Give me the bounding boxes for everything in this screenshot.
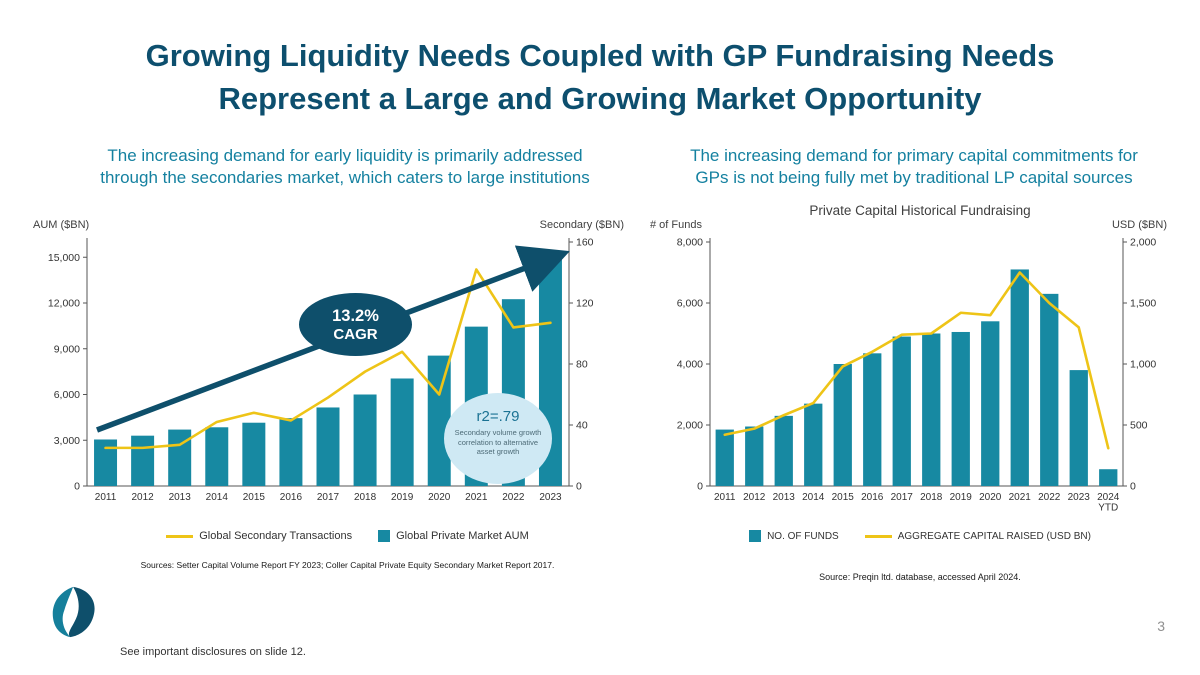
right-chart-right-axis-label: USD ($BN) xyxy=(1111,219,1167,231)
svg-text:2020: 2020 xyxy=(428,492,451,503)
svg-text:500: 500 xyxy=(1130,420,1148,432)
right-chart-legend: NO. OF FUNDS AGGREGATE CAPITAL RAISED (U… xyxy=(690,530,1150,542)
svg-text:15,000: 15,000 xyxy=(48,252,80,264)
svg-text:12,000: 12,000 xyxy=(48,298,80,310)
legend-label: Global Private Market AUM xyxy=(396,530,529,542)
line-swatch-icon xyxy=(166,534,194,538)
svg-text:6,000: 6,000 xyxy=(54,389,80,401)
svg-text:6,000: 6,000 xyxy=(677,298,703,310)
svg-text:2017: 2017 xyxy=(317,492,340,503)
legend-item-aggregate-capital: AGGREGATE CAPITAL RAISED (USD BN) xyxy=(864,530,1091,542)
cagr-annotation-bubble: 13.2% CAGR xyxy=(299,293,412,356)
fundraising-chart: 0 2,000 4,000 6,000 8,000 0 500 1,000 1,500 2,000… xyxy=(677,237,1157,514)
svg-text:2022: 2022 xyxy=(502,492,525,503)
left-subtitle-line1: The increasing demand for early liquidit… xyxy=(107,146,583,165)
svg-text:2021: 2021 xyxy=(465,492,488,503)
svg-text:2015: 2015 xyxy=(243,492,266,503)
svg-text:2013: 2013 xyxy=(773,492,796,503)
svg-text:2011: 2011 xyxy=(95,492,117,503)
svg-text:120: 120 xyxy=(576,298,594,310)
left-chart-legend: Global Secondary Transactions Global Pri… xyxy=(75,530,620,542)
svg-text:0: 0 xyxy=(1130,481,1136,493)
page-number: 3 xyxy=(1157,618,1165,634)
left-chart-right-axis-label: Secondary ($BN) xyxy=(539,219,624,231)
svg-text:2,000: 2,000 xyxy=(1130,237,1156,249)
svg-text:40: 40 xyxy=(576,420,588,432)
legend-item-secondary-transactions: Global Secondary Transactions xyxy=(166,530,352,542)
right-chart-left-axis-label: # of Funds xyxy=(650,219,702,231)
r2-note-line3: asset growth xyxy=(476,447,520,456)
r2-note-line1: Secondary volume growth xyxy=(454,428,542,437)
right-subtitle-line2: GPs is not being fully met by traditiona… xyxy=(695,168,1133,187)
right-subtitle: The increasing demand for primary capita… xyxy=(658,145,1170,189)
svg-text:3,000: 3,000 xyxy=(54,435,80,447)
slide-title: Growing Liquidity Needs Coupled with GP … xyxy=(0,34,1200,120)
svg-text:2018: 2018 xyxy=(920,492,943,503)
svg-text:2012: 2012 xyxy=(743,492,766,503)
svg-text:0: 0 xyxy=(74,481,80,493)
svg-text:2019: 2019 xyxy=(950,492,973,503)
line-swatch-icon xyxy=(864,534,892,538)
disclosure-text: See important disclosures on slide 12. xyxy=(120,646,306,658)
svg-text:80: 80 xyxy=(576,359,588,371)
company-logo xyxy=(52,586,95,638)
svg-text:2019: 2019 xyxy=(391,492,414,503)
r2-value: r2=.79 xyxy=(476,408,520,425)
left-chart-source: Sources: Setter Capital Volume Report FY… xyxy=(140,560,555,570)
svg-text:2018: 2018 xyxy=(354,492,377,503)
left-chart-left-axis-label: AUM ($BN) xyxy=(33,219,90,231)
svg-text:2022: 2022 xyxy=(1038,492,1061,503)
legend-label: Global Secondary Transactions xyxy=(199,530,353,542)
svg-text:2016: 2016 xyxy=(861,492,884,503)
slide-title-line2: Represent a Large and Growing Market Opp… xyxy=(218,81,982,116)
bar-swatch-icon xyxy=(378,530,391,542)
cagr-label: CAGR xyxy=(333,325,378,343)
cagr-value: 13.2% xyxy=(332,306,379,325)
r2-annotation-bubble: r2=.79 Secondary volume growth correlati… xyxy=(444,393,552,484)
svg-text:2016: 2016 xyxy=(280,492,303,503)
svg-text:160: 160 xyxy=(576,237,594,249)
svg-text:2023: 2023 xyxy=(539,492,562,503)
svg-text:2,000: 2,000 xyxy=(677,420,703,432)
right-subtitle-line1: The increasing demand for primary capita… xyxy=(690,146,1138,165)
svg-text:2021: 2021 xyxy=(1009,492,1032,503)
left-subtitle-line2: through the secondaries market, which ca… xyxy=(100,168,590,187)
legend-item-private-market-aum: Global Private Market AUM xyxy=(378,530,529,542)
right-chart-title: Private Capital Historical Fundraising xyxy=(809,203,1031,218)
r2-note-line2: correlation to alternative xyxy=(457,437,539,447)
svg-text:2014: 2014 xyxy=(206,492,229,503)
right-chart-source: Source: Preqin ltd. database, accessed A… xyxy=(819,572,1021,582)
svg-text:2011: 2011 xyxy=(714,492,736,503)
svg-text:2023: 2023 xyxy=(1068,492,1091,503)
svg-text:1,000: 1,000 xyxy=(1130,359,1156,371)
slide-title-line1: Growing Liquidity Needs Coupled with GP … xyxy=(145,38,1055,73)
svg-text:2014: 2014 xyxy=(802,492,825,503)
svg-text:2017: 2017 xyxy=(891,492,914,503)
svg-text:0: 0 xyxy=(576,481,582,493)
svg-text:4,000: 4,000 xyxy=(677,359,703,371)
left-subtitle: The increasing demand for early liquidit… xyxy=(45,145,645,189)
svg-text:0: 0 xyxy=(697,481,703,493)
bar-swatch-icon xyxy=(749,530,762,542)
svg-text:9,000: 9,000 xyxy=(54,343,80,355)
legend-label: AGGREGATE CAPITAL RAISED (USD BN) xyxy=(897,530,1091,542)
svg-text:2020: 2020 xyxy=(979,492,1002,503)
legend-item-no-of-funds: NO. OF FUNDS xyxy=(749,530,839,542)
svg-text:8,000: 8,000 xyxy=(677,237,703,249)
aum-vs-secondaries-chart: 0 3,000 6,000 9,000 12,000 15,000 0 40 80 120 160 2… xyxy=(48,237,594,504)
svg-text:2013: 2013 xyxy=(169,492,192,503)
svg-text:1,500: 1,500 xyxy=(1130,298,1156,310)
svg-text:2015: 2015 xyxy=(832,492,855,503)
legend-label: NO. OF FUNDS xyxy=(767,530,839,542)
svg-text:2012: 2012 xyxy=(131,492,154,503)
